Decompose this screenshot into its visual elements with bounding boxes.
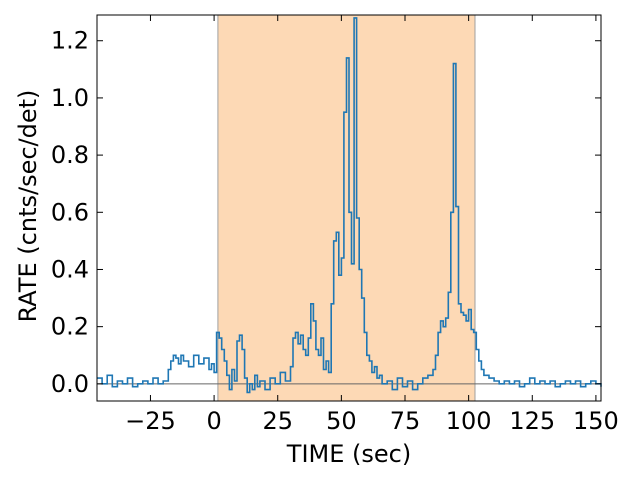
x-tick-label: 150	[573, 407, 619, 435]
y-tick-label: 0.0	[51, 370, 89, 398]
x-axis-title: TIME (sec)	[286, 440, 411, 468]
x-tick-label: 75	[390, 407, 421, 435]
plot-area	[97, 15, 602, 401]
y-tick-label: 0.8	[51, 141, 89, 169]
y-tick-label: 0.4	[51, 255, 89, 283]
y-tick-label: 1.0	[51, 84, 89, 112]
series-line-0	[97, 17, 602, 394]
tick-labels: −25 0 25 50 75 100 125 150 0.0 0.2 0.4 0.6 0.8 1.0 1.2	[51, 27, 619, 435]
y-tick-label: 1.2	[51, 27, 89, 55]
x-tick-label: 25	[262, 407, 293, 435]
x-tick-label: 100	[446, 407, 492, 435]
plot-frame	[96, 14, 602, 402]
y-axis-title: RATE (cnts/sec/det)	[14, 90, 42, 323]
tick-marks	[97, 15, 601, 401]
y-tick-label: 0.6	[51, 198, 89, 226]
x-tick-label: 0	[206, 407, 221, 435]
x-tick-label: 125	[509, 407, 555, 435]
x-tick-label: 50	[326, 407, 357, 435]
y-tick-label: 0.2	[51, 313, 89, 341]
x-tick-label: −25	[125, 407, 176, 435]
